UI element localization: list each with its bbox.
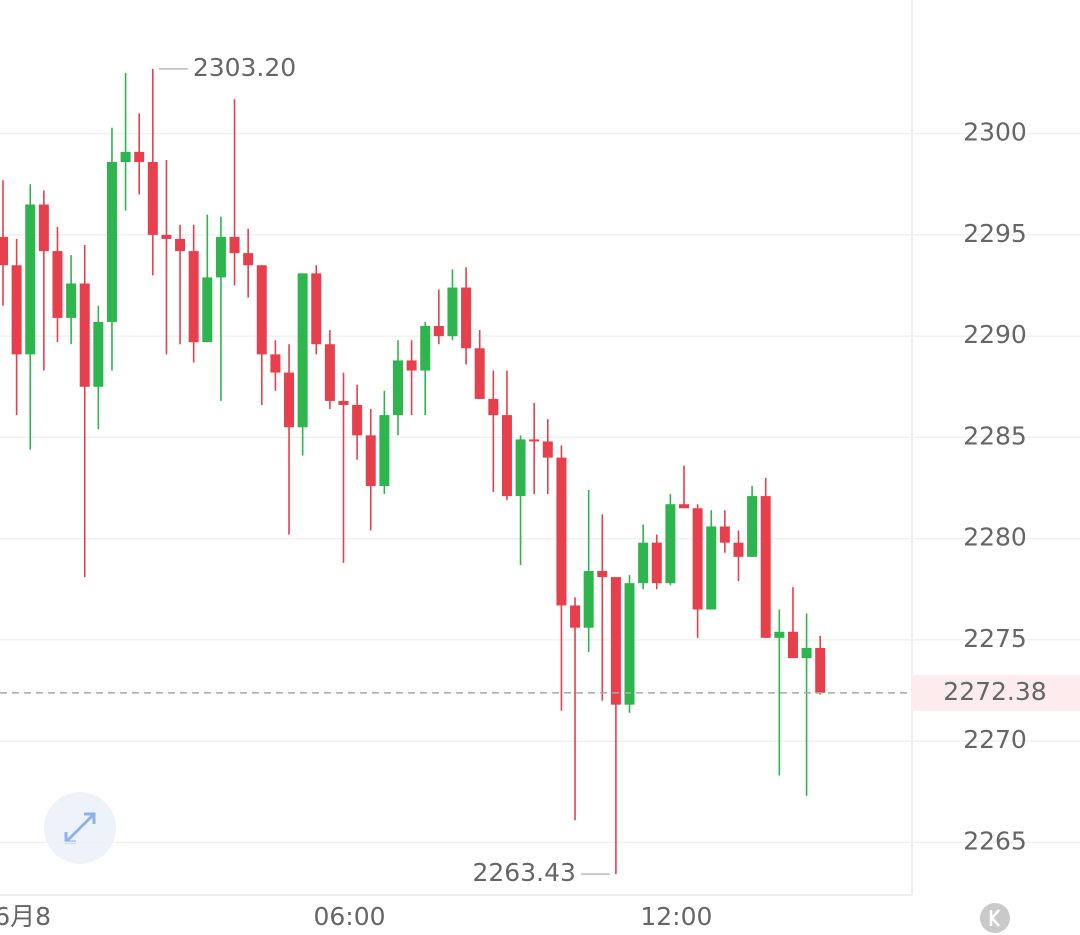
- x-tick-label: 12:00: [640, 902, 712, 931]
- candle-body: [692, 508, 703, 610]
- candle-body: [352, 404, 363, 436]
- candle-body: [760, 496, 771, 638]
- candle-body: [433, 326, 444, 337]
- candle-body: [93, 321, 104, 387]
- candle-body: [120, 151, 131, 162]
- k-circle: [980, 903, 1010, 933]
- candle-body: [175, 238, 186, 252]
- candle-body: [11, 265, 22, 355]
- candle-body: [638, 542, 649, 584]
- candle-body: [706, 526, 717, 610]
- x-tick-label: 06:00: [313, 902, 385, 931]
- candle-body: [66, 283, 77, 318]
- candle-body: [379, 415, 390, 486]
- candle-body: [556, 457, 567, 606]
- y-tick-label: 2285: [963, 421, 1027, 450]
- candle-body: [815, 647, 826, 693]
- annotation-label: 2263.43: [473, 858, 576, 887]
- candle-body: [461, 287, 472, 349]
- candle-body: [52, 251, 63, 318]
- candle-body: [311, 273, 322, 345]
- y-tick-label: 2295: [963, 219, 1027, 248]
- candle-body: [406, 360, 417, 371]
- candle-body: [501, 415, 512, 497]
- candle-body: [0, 236, 8, 266]
- candle-body: [420, 326, 431, 371]
- candle-body: [488, 398, 499, 416]
- candle-body: [624, 583, 635, 705]
- candle-body: [733, 542, 744, 557]
- candle-body: [747, 496, 758, 557]
- candle-body: [392, 360, 403, 416]
- candle-body: [161, 234, 172, 239]
- candle-body: [284, 372, 295, 428]
- candle-body: [801, 647, 812, 659]
- candle-body: [787, 631, 798, 659]
- y-tick-label: 2300: [963, 118, 1027, 147]
- candle-body: [324, 344, 335, 401]
- x-tick-label: 6月8: [0, 902, 51, 931]
- k-icon: [989, 909, 1000, 927]
- candle-body: [665, 504, 676, 584]
- candle-body: [134, 151, 145, 162]
- y-tick-label: 2290: [963, 320, 1027, 349]
- last-price-label: 2272.38: [943, 677, 1046, 706]
- last-price-box: [912, 674, 1080, 711]
- candle-body: [365, 435, 376, 486]
- candle-body: [474, 348, 485, 399]
- candle-body: [38, 204, 49, 252]
- candle-body: [106, 161, 117, 322]
- candle-body: [542, 441, 553, 458]
- y-tick-label: 2265: [963, 826, 1027, 855]
- annotation-label: 2303.20: [193, 53, 296, 82]
- candle-body: [215, 236, 226, 278]
- candle-body: [229, 236, 240, 254]
- candle-body: [597, 571, 608, 578]
- candle-body: [651, 542, 662, 584]
- candle-body: [570, 605, 581, 628]
- candle-body: [719, 526, 730, 543]
- candle-body: [297, 273, 308, 428]
- candle-body: [583, 571, 594, 628]
- candle-body: [243, 253, 254, 266]
- candle-body: [610, 577, 621, 705]
- k-button[interactable]: [980, 903, 1010, 933]
- candle-body: [25, 204, 36, 355]
- candle-body: [447, 287, 458, 337]
- expand-button[interactable]: [44, 792, 116, 864]
- y-tick-label: 2275: [963, 624, 1027, 653]
- candle-body: [774, 631, 785, 638]
- candle-body: [338, 400, 349, 405]
- candle-body: [270, 354, 281, 373]
- candle-body: [679, 504, 689, 509]
- candle-body: [79, 283, 90, 387]
- candle-body: [202, 277, 213, 343]
- candle-body: [147, 161, 158, 235]
- candle-body: [188, 251, 199, 343]
- candle-body: [515, 439, 526, 497]
- candle-body: [256, 265, 267, 355]
- candle-body: [529, 439, 540, 442]
- y-tick-label: 2280: [963, 523, 1027, 552]
- y-tick-label: 2270: [963, 725, 1027, 754]
